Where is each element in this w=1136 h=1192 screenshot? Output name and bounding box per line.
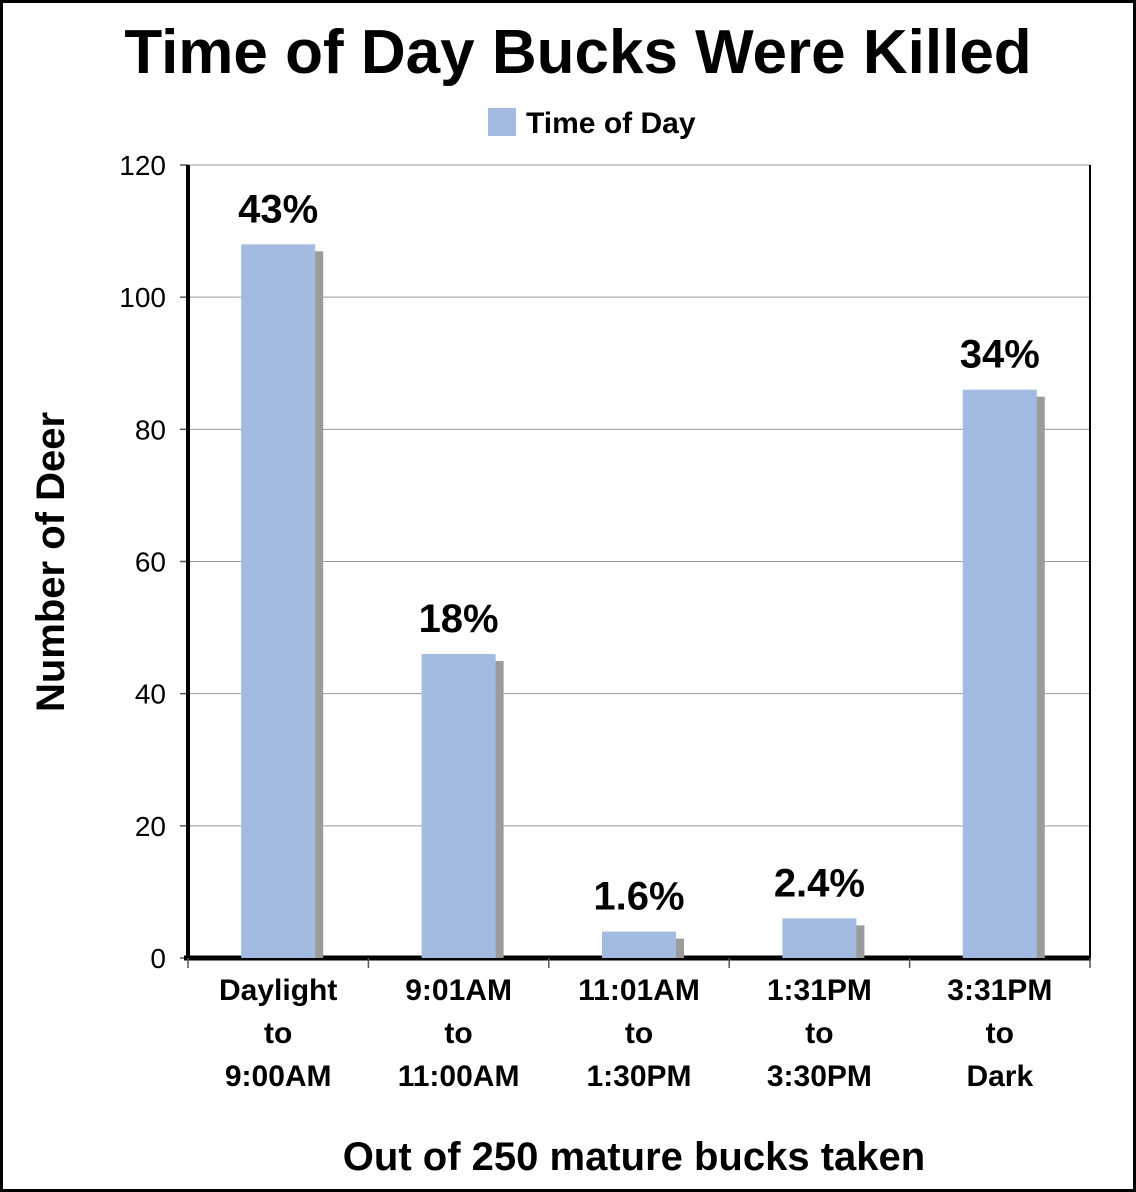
x-category-label: 11:00AM	[398, 1060, 520, 1093]
bar	[602, 931, 676, 958]
bar	[421, 654, 496, 958]
chart-title: Time of Day Bucks Were Killed	[124, 18, 1031, 87]
bar	[962, 389, 1037, 958]
bar	[782, 918, 857, 958]
x-category-label: 3:31PM	[947, 974, 1052, 1007]
legend-swatch	[488, 108, 516, 136]
y-axis-label: Number of Deer	[29, 412, 73, 712]
x-category-label: 1:30PM	[586, 1060, 691, 1093]
legend-label: Time of Day	[526, 107, 696, 140]
y-tick-label: 40	[135, 679, 166, 710]
x-category-label: 9:00AM	[225, 1060, 332, 1093]
x-category-label: 1:31PM	[767, 974, 872, 1007]
y-tick-label: 0	[150, 943, 166, 974]
data-label: 2.4%	[774, 861, 865, 905]
data-label: 18%	[419, 597, 499, 641]
x-category-label: to	[986, 1017, 1014, 1050]
y-tick-label: 60	[135, 547, 166, 578]
x-category-label: Daylight	[219, 974, 337, 1007]
x-category-label: to	[805, 1017, 833, 1050]
bar	[241, 244, 316, 959]
data-label: 43%	[238, 187, 318, 231]
x-category-label: 9:01AM	[405, 974, 512, 1007]
data-label: 1.6%	[593, 875, 684, 919]
x-axis-label: Out of 250 mature bucks taken	[343, 1135, 925, 1179]
y-tick-label: 80	[135, 414, 166, 445]
bars	[241, 244, 1045, 959]
y-tick-label: 120	[119, 150, 166, 181]
data-label: 34%	[960, 333, 1040, 377]
y-tick-label: 100	[119, 282, 166, 313]
grid-lines	[188, 164, 1090, 827]
x-category-label: 3:30PM	[767, 1060, 872, 1093]
data-labels: 43% 18% 1.6% 2.4% 34%	[238, 187, 1040, 918]
x-category-labels: Daylight to 9:00AM 9:01AM to 11:00AM 11:01AM to…	[219, 974, 1052, 1093]
x-category-label: to	[625, 1017, 653, 1050]
x-category-label: Dark	[966, 1060, 1033, 1093]
x-category-label: 11:01AM	[578, 974, 700, 1007]
y-tick-labels: 0 20 40 60 80 100 120	[119, 150, 166, 974]
x-category-label: to	[264, 1017, 292, 1050]
x-category-label: to	[444, 1017, 472, 1050]
y-tick-label: 20	[135, 811, 166, 842]
legend: Time of Day	[488, 107, 696, 140]
